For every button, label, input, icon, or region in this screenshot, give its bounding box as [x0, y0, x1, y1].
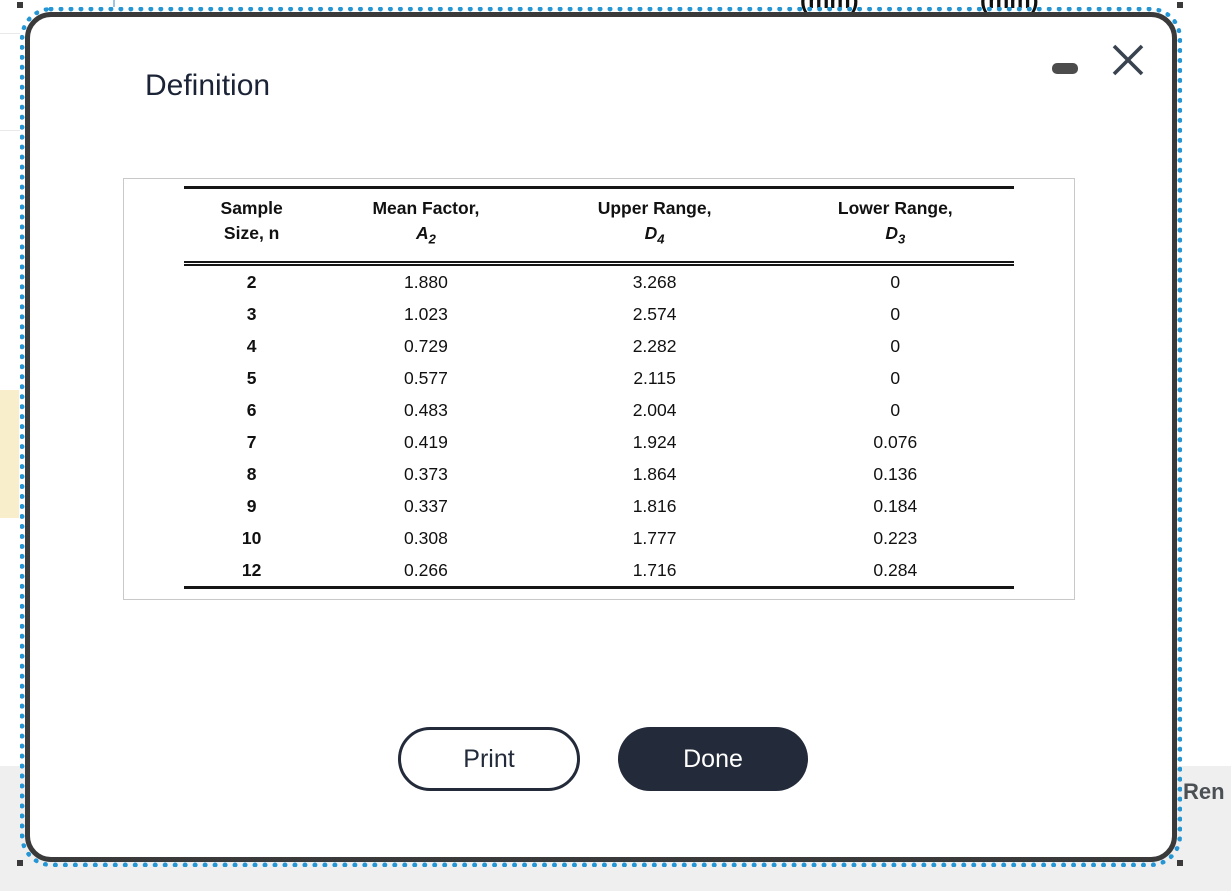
- background-yellow-block: [0, 390, 19, 518]
- table-cell: 7: [246, 431, 257, 452]
- table-row: 10 0.308 1.777 0.223: [184, 522, 1014, 554]
- table-cell: 6: [246, 399, 257, 420]
- dialog-title: Definition: [145, 69, 271, 102]
- table-row: 7 0.419 1.924 0.076: [184, 426, 1014, 458]
- header-lower-range: Lower Range, D3: [776, 186, 1014, 266]
- table-cell: 2.115: [633, 367, 676, 388]
- background-rule-line: [0, 33, 20, 34]
- table-cell: 1.023: [404, 303, 448, 324]
- table-cell: 3.268: [632, 271, 677, 292]
- table-row: 6 0.483 2.004 0: [184, 394, 1014, 426]
- table-cell: 2: [246, 271, 257, 292]
- table-cell: 2.282: [632, 335, 677, 356]
- table-cell: 12: [184, 553, 320, 589]
- close-icon[interactable]: [1111, 44, 1145, 76]
- table-cell: 0.308: [404, 527, 448, 548]
- table-cell: 0.184: [873, 495, 918, 516]
- table-row: 12 0.266 1.716 0.284: [184, 553, 1014, 589]
- table-cell: 0.076: [873, 431, 918, 452]
- table-cell: 1.864: [632, 463, 677, 484]
- background-rule-line: [0, 130, 20, 131]
- table-cell: 0.284: [776, 553, 1014, 589]
- table-cell: 0: [890, 399, 901, 420]
- table-cell: 2.004: [632, 399, 677, 420]
- print-button[interactable]: Print: [398, 727, 580, 791]
- table-cell: 0.577: [404, 367, 448, 388]
- table-cell: 0.729: [404, 335, 448, 356]
- selection-handle-top-left[interactable]: [17, 2, 23, 8]
- table-header: Sample Size, n Mean Factor, A2 Upper Ran…: [184, 186, 1014, 266]
- table-cell: 1.716: [532, 553, 777, 589]
- table-row: 9 0.337 1.816 0.184: [184, 490, 1014, 522]
- table-cell: 0: [890, 367, 901, 388]
- control-chart-factors-table: Sample Size, n Mean Factor, A2 Upper Ran…: [184, 186, 1014, 589]
- table-cell: 8: [246, 463, 257, 484]
- table-cell: 1.777: [632, 527, 677, 548]
- header-sample-size: Sample Size, n: [184, 186, 320, 266]
- background-clipped-text-mm: (mm): [980, 0, 1039, 14]
- table-cell: 0: [890, 335, 901, 356]
- close-x-glyph: [1112, 44, 1144, 76]
- minimize-icon[interactable]: [1052, 63, 1078, 74]
- table-cell: 2.574: [632, 303, 677, 324]
- table-cell: 1.816: [632, 495, 677, 516]
- header-mean-factor: Mean Factor, A2: [319, 186, 533, 266]
- background-partial-remove-label: Ren: [1183, 779, 1225, 804]
- done-button[interactable]: Done: [618, 727, 808, 791]
- selection-handle-top-right[interactable]: [1177, 2, 1183, 8]
- header-upper-range: Upper Range, D4: [532, 186, 777, 266]
- table-cell: 10: [241, 527, 262, 548]
- table-body: 2 1.880 3.268 0 3 1.023 2.574 0 4 0.729 …: [184, 263, 1014, 589]
- table-cell: 0.483: [404, 399, 448, 420]
- table-cell: 0.419: [404, 431, 448, 452]
- table-cell: 3: [246, 303, 257, 324]
- selection-handle-bottom-left[interactable]: [17, 860, 23, 866]
- table-cell: 1.880: [404, 271, 448, 292]
- table-cell: 4: [246, 335, 257, 356]
- table-row: 3 1.023 2.574 0: [184, 298, 1014, 330]
- background-cursor-tick: [113, 0, 115, 7]
- table-cell: 0.337: [404, 495, 448, 516]
- table-cell: 0: [890, 303, 901, 324]
- table-row: 2 1.880 3.268 0: [184, 263, 1014, 298]
- selection-handle-bottom-right[interactable]: [1177, 860, 1183, 866]
- background-clipped-text-mm: (mm): [800, 0, 859, 14]
- table-row: 5 0.577 2.115 0: [184, 362, 1014, 394]
- table-cell: 0.373: [404, 463, 448, 484]
- table-cell: 5: [246, 367, 257, 388]
- table-row: 4 0.729 2.282 0: [184, 330, 1014, 362]
- table-row: 8 0.373 1.864 0.136: [184, 458, 1014, 490]
- table-cell: 1.924: [632, 431, 677, 452]
- table-cell: 9: [246, 495, 257, 516]
- table-cell: 0.136: [873, 463, 918, 484]
- table-header-row: Sample Size, n Mean Factor, A2 Upper Ran…: [184, 186, 1014, 266]
- definition-dialog: Definition Sample Size, n Mean Factor, A…: [20, 7, 1182, 867]
- table-cell: 0.266: [319, 553, 533, 589]
- factors-table-container: Sample Size, n Mean Factor, A2 Upper Ran…: [123, 178, 1075, 600]
- table-cell: 0.223: [873, 527, 918, 548]
- table-cell: 0: [890, 271, 901, 292]
